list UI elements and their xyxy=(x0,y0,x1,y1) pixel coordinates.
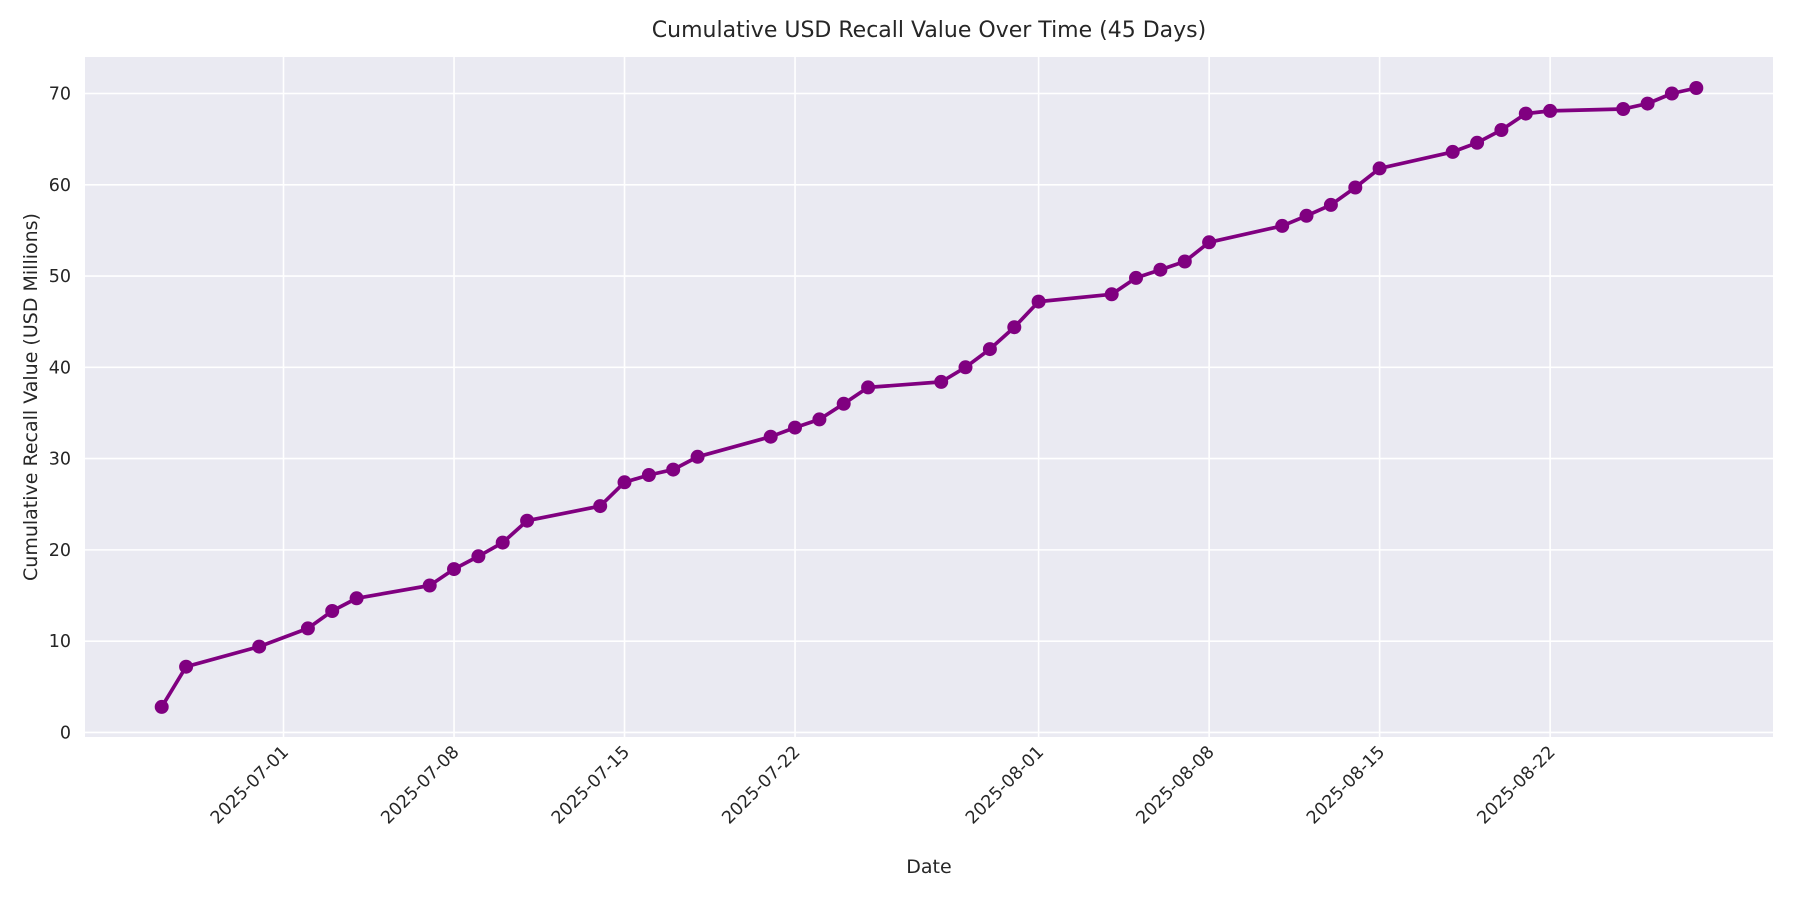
y-tick-label: 0 xyxy=(60,723,71,743)
y-tick-label: 20 xyxy=(49,541,71,561)
y-tick-label: 70 xyxy=(49,85,71,105)
data-point xyxy=(982,342,997,357)
data-point xyxy=(422,578,437,593)
data-point xyxy=(1323,197,1338,212)
y-tick-label: 30 xyxy=(49,450,71,470)
data-point xyxy=(861,380,876,395)
data-point xyxy=(690,449,705,464)
data-point xyxy=(179,659,194,674)
data-point xyxy=(763,429,778,444)
data-point xyxy=(1640,96,1655,111)
y-axis-label: Cumulative Recall Value (USD Millions) xyxy=(20,213,42,581)
data-point xyxy=(1445,144,1460,159)
data-point xyxy=(252,639,267,654)
data-point xyxy=(300,621,315,636)
data-point xyxy=(154,699,169,714)
data-point xyxy=(1129,270,1143,285)
data-point xyxy=(1031,294,1046,309)
data-point xyxy=(1518,106,1533,121)
x-axis-label: Date xyxy=(906,856,952,878)
x-tick-label: 2025-07-22 xyxy=(719,742,805,828)
data-point xyxy=(641,468,656,482)
data-point xyxy=(1372,161,1387,176)
chart-title: Cumulative USD Recall Value Over Time (4… xyxy=(651,18,1207,43)
data-point xyxy=(812,412,827,427)
data-point xyxy=(1104,287,1119,302)
x-tick-label: 2025-07-01 xyxy=(207,742,293,828)
data-point xyxy=(1202,235,1217,250)
data-point xyxy=(593,499,608,514)
x-tick-label: 2025-08-15 xyxy=(1303,742,1389,828)
data-point xyxy=(1153,262,1168,277)
y-tick-label: 40 xyxy=(49,358,71,378)
data-point xyxy=(447,562,461,577)
data-point xyxy=(1007,320,1022,335)
x-tick-label: 2025-08-08 xyxy=(1133,742,1219,828)
y-tick-label: 10 xyxy=(49,632,71,652)
data-point xyxy=(1348,180,1363,195)
data-point xyxy=(1664,86,1679,101)
data-point xyxy=(1275,218,1290,233)
data-point xyxy=(471,549,486,564)
data-point xyxy=(617,475,632,490)
data-point xyxy=(1689,81,1704,95)
data-point xyxy=(1299,208,1314,223)
x-tick-label: 2025-08-01 xyxy=(962,742,1048,828)
x-tick-label: 2025-07-08 xyxy=(378,742,464,828)
data-point xyxy=(520,513,535,528)
x-tick-label: 2025-08-22 xyxy=(1474,742,1560,828)
data-point xyxy=(666,462,681,477)
data-point xyxy=(1470,135,1485,150)
data-point xyxy=(1616,102,1631,116)
data-point xyxy=(958,360,973,375)
plot-area xyxy=(85,57,1773,737)
data-point xyxy=(495,535,510,550)
data-point xyxy=(1494,123,1509,137)
y-tick-label: 60 xyxy=(49,176,71,196)
data-point xyxy=(1543,103,1558,118)
data-point xyxy=(1177,254,1192,269)
data-point xyxy=(836,396,851,411)
data-point xyxy=(934,374,949,389)
data-point xyxy=(325,604,340,618)
y-tick-label: 50 xyxy=(49,267,71,287)
x-tick-label: 2025-07-15 xyxy=(548,742,634,828)
data-point xyxy=(349,591,364,606)
data-point xyxy=(788,420,802,435)
